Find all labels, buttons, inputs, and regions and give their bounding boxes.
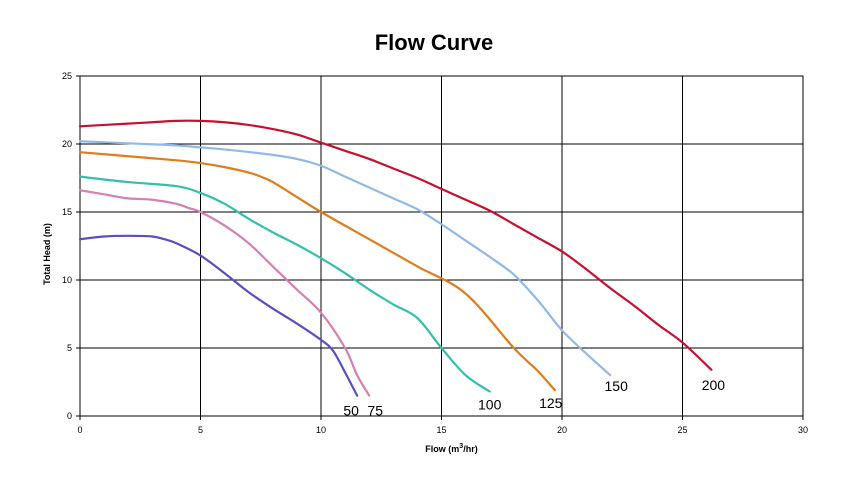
x-tick-label: 15 xyxy=(436,425,446,435)
y-tick-label: 20 xyxy=(62,139,72,149)
curve-75 xyxy=(78,189,371,397)
y-tick-label: 0 xyxy=(67,411,72,421)
x-axis-label-suffix: /hr) xyxy=(463,444,478,454)
x-axis-label: Flow (m3/hr) xyxy=(425,443,477,454)
y-axis-ticks: 0 5 10 15 20 25 xyxy=(62,71,80,421)
curve-label-200: 200 xyxy=(702,377,726,393)
curve-labels: 50 75 100 125 150 200 xyxy=(343,377,725,419)
x-axis-ticks: 0 5 10 15 20 25 30 xyxy=(77,416,808,435)
curve-label-50: 50 xyxy=(343,403,359,419)
curve-label-125: 125 xyxy=(539,395,563,411)
curve-125 xyxy=(78,151,556,392)
x-axis-label-prefix: Flow (m xyxy=(425,444,459,454)
x-tick-label: 30 xyxy=(798,425,808,435)
curve-50 xyxy=(78,234,359,397)
x-tick-label: 10 xyxy=(316,425,326,435)
y-tick-label: 10 xyxy=(62,275,72,285)
x-tick-label: 20 xyxy=(557,425,567,435)
y-tick-label: 5 xyxy=(67,343,72,353)
chart-title: Flow Curve xyxy=(374,30,494,55)
curve-100 xyxy=(78,175,491,393)
x-axis-label-sup: 3 xyxy=(459,443,463,450)
x-tick-label: 25 xyxy=(677,425,687,435)
curve-label-100: 100 xyxy=(478,397,502,413)
y-tick-label: 25 xyxy=(62,71,72,81)
y-tick-label: 15 xyxy=(62,207,72,217)
x-tick-label: 5 xyxy=(198,425,203,435)
grid xyxy=(79,75,804,417)
curves xyxy=(78,119,713,397)
curve-label-150: 150 xyxy=(605,378,629,394)
curve-label-75: 75 xyxy=(367,403,383,419)
x-tick-label: 0 xyxy=(77,425,82,435)
curve-200 xyxy=(78,119,713,371)
y-axis-label: Total Head (m) xyxy=(42,223,52,285)
curve-150 xyxy=(78,140,612,377)
